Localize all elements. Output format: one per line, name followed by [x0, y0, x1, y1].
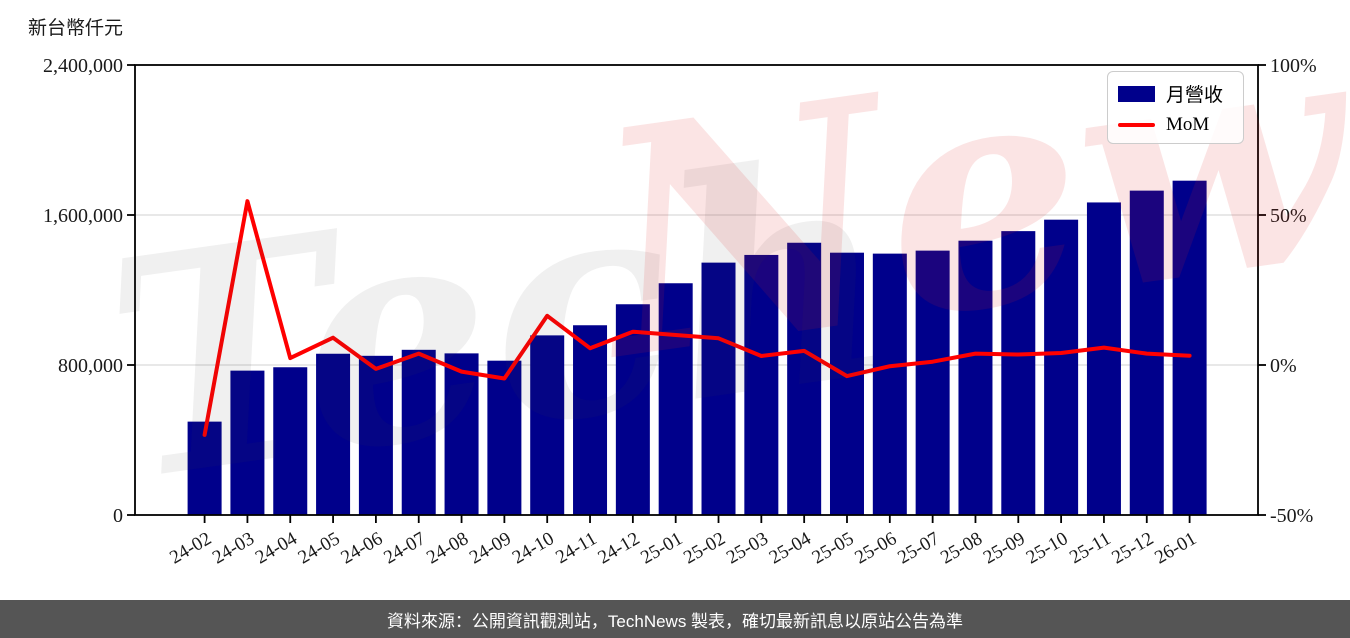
x-tick-label-24-04: 24-04 — [252, 528, 301, 569]
revenue-bar-25-04 — [787, 242, 822, 515]
revenue-bar-24-02 — [187, 421, 222, 515]
x-tick-label-24-09: 24-09 — [466, 528, 515, 568]
legend-label-revenue: 月營收 — [1166, 85, 1224, 106]
y-right-tick-label: 0% — [1270, 355, 1297, 377]
revenue-bar-24-09 — [487, 360, 522, 515]
revenue-bar-24-11 — [573, 325, 608, 515]
revenue-bar-26-01 — [1172, 180, 1207, 515]
x-tick-label-25-09: 25-09 — [980, 528, 1029, 568]
revenue-bar-24-10 — [530, 335, 565, 515]
x-tick-label-25-11: 25-11 — [1066, 528, 1114, 568]
revenue-bar-25-08 — [958, 240, 993, 515]
mom-line-swatch-icon — [1118, 123, 1155, 127]
revenue-bar-24-03 — [230, 370, 265, 515]
legend-item-revenue: 月營收 — [1118, 80, 1233, 107]
revenue-bar-24-07 — [401, 349, 436, 515]
x-tick-label-24-08: 24-08 — [423, 528, 472, 568]
x-tick-label-25-06: 25-06 — [851, 528, 900, 568]
x-tick-label-24-07: 24-07 — [380, 528, 429, 568]
revenue-bar-25-05 — [829, 252, 864, 515]
revenue-bar-24-05 — [316, 353, 351, 515]
x-tick-label-25-01: 25-01 — [637, 528, 686, 568]
revenue-bar-25-09 — [1001, 231, 1036, 515]
x-tick-label-24-12: 24-12 — [594, 528, 643, 568]
x-tick-label-25-04: 25-04 — [766, 528, 815, 569]
y-right-tick-label: 50% — [1270, 205, 1307, 227]
x-tick-label-24-03: 24-03 — [209, 528, 258, 568]
x-tick-label-25-03: 25-03 — [723, 528, 772, 568]
x-tick-label-24-02: 24-02 — [166, 528, 215, 568]
x-tick-label-24-11: 24-11 — [552, 528, 600, 568]
x-tick-label-24-10: 24-10 — [509, 528, 558, 568]
revenue-bar-25-07 — [915, 250, 950, 515]
revenue-bar-24-08 — [444, 353, 479, 515]
y-right-tick-label: 100% — [1270, 55, 1317, 77]
revenue-bar-25-10 — [1044, 219, 1079, 515]
revenue-bar-24-06 — [358, 355, 393, 515]
x-tick-label-26-01: 26-01 — [1151, 528, 1200, 568]
revenue-bar-25-02 — [701, 262, 736, 515]
chart-legend: 月營收 MoM — [1107, 71, 1244, 144]
y-right-tick-label: -50% — [1270, 505, 1313, 527]
mom-line — [202, 199, 1192, 437]
x-tick-label-25-08: 25-08 — [937, 528, 986, 568]
x-tick-label-24-06: 24-06 — [338, 528, 387, 568]
revenue-mom-chart: 24-0224-0324-0424-0524-0624-0724-0824-09… — [43, 55, 1317, 569]
source-footer: 資料來源：公開資訊觀測站，TechNews 製表，確切最新訊息以原站公告為準 — [0, 600, 1350, 638]
y-left-tick-label: 800,000 — [58, 355, 123, 377]
y-left-tick-label: 2,400,000 — [43, 55, 123, 77]
x-tick-label-25-02: 25-02 — [680, 528, 729, 568]
x-tick-label-25-05: 25-05 — [809, 528, 858, 568]
x-tick-label-25-10: 25-10 — [1023, 528, 1072, 568]
legend-item-mom: MoM — [1118, 114, 1233, 136]
y-left-tick-label: 1,600,000 — [43, 205, 123, 227]
x-tick-label-24-05: 24-05 — [295, 528, 344, 568]
revenue-bar-24-12 — [615, 304, 650, 515]
plot-border — [134, 64, 1259, 516]
revenue-bar-24-04 — [273, 367, 308, 515]
revenue-bar-25-11 — [1086, 202, 1121, 515]
legend-label-mom: MoM — [1166, 114, 1210, 135]
revenue-bar-25-03 — [744, 254, 779, 515]
revenue-bar-25-01 — [658, 283, 693, 515]
y-left-tick-label: 0 — [113, 505, 123, 527]
x-tick-label-25-12: 25-12 — [1108, 528, 1157, 568]
revenue-bar-swatch-icon — [1118, 85, 1155, 102]
left-axis-unit-label: 新台幣仟元 — [28, 18, 124, 39]
x-tick-label-25-07: 25-07 — [894, 528, 943, 568]
revenue-bar-25-06 — [872, 253, 907, 515]
